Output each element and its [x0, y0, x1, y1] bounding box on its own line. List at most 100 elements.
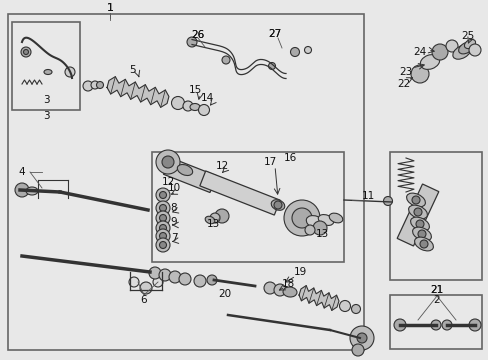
- Circle shape: [186, 37, 197, 47]
- Text: 21: 21: [429, 285, 443, 295]
- Text: 18: 18: [281, 279, 294, 289]
- Ellipse shape: [458, 42, 472, 54]
- Circle shape: [383, 197, 392, 206]
- Bar: [152, 152, 343, 262]
- Circle shape: [430, 320, 440, 330]
- Polygon shape: [200, 171, 280, 215]
- Text: 11: 11: [361, 191, 374, 201]
- Text: 27: 27: [268, 29, 281, 39]
- Circle shape: [149, 267, 161, 279]
- Circle shape: [419, 240, 427, 248]
- Ellipse shape: [190, 104, 200, 111]
- Bar: [389, 152, 481, 280]
- Circle shape: [291, 208, 311, 228]
- Circle shape: [415, 220, 423, 228]
- Circle shape: [156, 201, 170, 215]
- Circle shape: [159, 269, 171, 281]
- Circle shape: [159, 215, 166, 221]
- Ellipse shape: [420, 55, 439, 69]
- Text: 3: 3: [42, 95, 49, 105]
- Polygon shape: [396, 184, 438, 246]
- Circle shape: [83, 81, 93, 91]
- Circle shape: [417, 230, 425, 238]
- Circle shape: [304, 46, 311, 54]
- Circle shape: [194, 275, 205, 287]
- Text: 17: 17: [263, 157, 276, 167]
- Circle shape: [156, 221, 170, 235]
- Text: 5: 5: [128, 65, 135, 75]
- Circle shape: [156, 229, 170, 243]
- Circle shape: [445, 40, 457, 52]
- Circle shape: [351, 305, 360, 314]
- Circle shape: [290, 48, 299, 57]
- Circle shape: [305, 225, 314, 235]
- Text: 15: 15: [188, 85, 201, 95]
- Circle shape: [183, 101, 193, 111]
- Text: 12: 12: [161, 177, 174, 187]
- Circle shape: [65, 67, 75, 77]
- Circle shape: [156, 238, 170, 252]
- Text: 2: 2: [433, 295, 439, 305]
- Circle shape: [312, 221, 326, 235]
- Circle shape: [156, 150, 180, 174]
- Text: 3: 3: [42, 111, 49, 121]
- Circle shape: [273, 284, 285, 296]
- Circle shape: [356, 333, 366, 343]
- Circle shape: [215, 209, 228, 223]
- Text: 8: 8: [170, 203, 177, 213]
- Text: 24: 24: [412, 47, 426, 57]
- Text: 21: 21: [429, 285, 443, 295]
- Text: 13: 13: [315, 229, 328, 239]
- Circle shape: [179, 273, 191, 285]
- Text: 27: 27: [268, 29, 281, 39]
- Circle shape: [222, 56, 229, 64]
- Text: 22: 22: [397, 79, 410, 89]
- Text: 26: 26: [191, 30, 204, 40]
- Ellipse shape: [452, 45, 470, 59]
- Circle shape: [411, 196, 419, 204]
- Text: 20: 20: [218, 289, 231, 299]
- Circle shape: [156, 211, 170, 225]
- Text: 16: 16: [283, 153, 296, 163]
- Circle shape: [129, 277, 139, 287]
- Circle shape: [284, 200, 319, 236]
- Text: 1: 1: [106, 3, 113, 13]
- Ellipse shape: [318, 215, 333, 225]
- Ellipse shape: [177, 165, 192, 175]
- Circle shape: [171, 96, 184, 109]
- Circle shape: [468, 319, 480, 331]
- Circle shape: [156, 188, 170, 202]
- Text: 1: 1: [106, 3, 113, 13]
- Circle shape: [23, 50, 28, 54]
- Circle shape: [393, 319, 405, 331]
- Circle shape: [159, 225, 166, 231]
- Text: 10: 10: [167, 183, 180, 193]
- Text: 9: 9: [170, 217, 177, 227]
- Circle shape: [159, 233, 166, 239]
- Circle shape: [91, 81, 99, 89]
- Circle shape: [169, 271, 181, 283]
- Text: 19: 19: [293, 267, 306, 277]
- Text: 23: 23: [399, 67, 412, 77]
- Ellipse shape: [412, 227, 430, 241]
- Ellipse shape: [271, 200, 284, 210]
- Circle shape: [21, 47, 31, 57]
- Ellipse shape: [410, 217, 428, 231]
- Circle shape: [159, 204, 166, 212]
- Circle shape: [268, 63, 275, 69]
- Ellipse shape: [283, 287, 296, 297]
- Text: 6: 6: [141, 295, 147, 305]
- Text: 13: 13: [206, 219, 219, 229]
- Circle shape: [140, 282, 152, 294]
- Text: 7: 7: [170, 233, 177, 243]
- Text: 14: 14: [200, 93, 213, 103]
- Circle shape: [159, 192, 166, 198]
- Ellipse shape: [205, 216, 214, 224]
- Ellipse shape: [305, 216, 323, 229]
- Circle shape: [159, 242, 166, 248]
- Polygon shape: [163, 157, 216, 193]
- Circle shape: [96, 81, 103, 89]
- Ellipse shape: [406, 193, 425, 207]
- Ellipse shape: [328, 213, 342, 223]
- Circle shape: [431, 44, 447, 60]
